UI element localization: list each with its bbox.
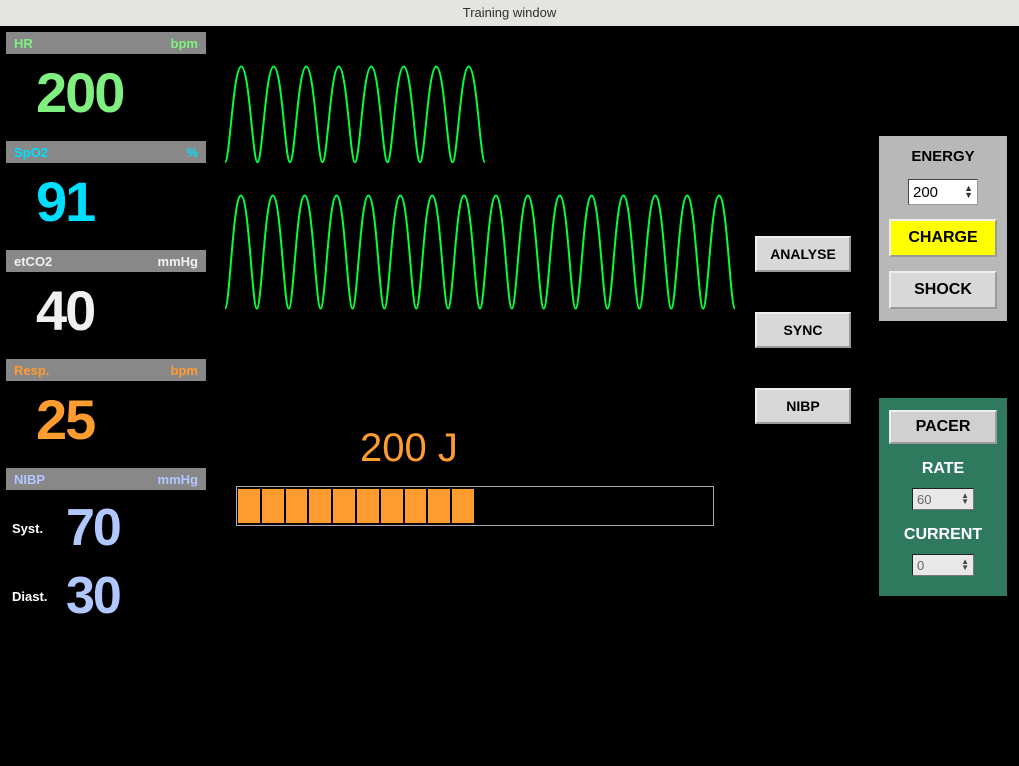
progress-cell: [476, 489, 498, 523]
hr-unit: bpm: [171, 36, 198, 51]
vital-spo2: SpO2 % 91: [6, 141, 206, 244]
hr-label: HR: [14, 36, 33, 51]
vital-hr: HR bpm 200: [6, 32, 206, 135]
progress-cell: [571, 489, 593, 523]
progress-cell: [500, 489, 522, 523]
pacer-current-value: 0: [917, 558, 924, 573]
progress-cell: [262, 489, 284, 523]
progress-cell: [238, 489, 260, 523]
pacer-rate-value: 60: [917, 492, 931, 507]
progress-cell: [643, 489, 665, 523]
sync-button[interactable]: SYNC: [755, 312, 851, 348]
ecg-trace-2: [225, 189, 735, 319]
energy-display: 200 J: [360, 426, 458, 471]
progress-cell: [357, 489, 379, 523]
etco2-value: 40: [6, 272, 206, 353]
nibp-diast-value: 30: [66, 566, 120, 626]
progress-cell: [547, 489, 569, 523]
hr-value: 200: [6, 54, 206, 135]
resp-unit: bpm: [171, 363, 198, 378]
etco2-label: etCO2: [14, 254, 52, 269]
resp-value: 25: [6, 381, 206, 462]
analyse-button[interactable]: ANALYSE: [755, 236, 851, 272]
pacer-rate-label: RATE: [922, 460, 964, 478]
nibp-button[interactable]: NIBP: [755, 388, 851, 424]
shock-button[interactable]: SHOCK: [889, 271, 997, 309]
progress-cell: [666, 489, 688, 523]
nibp-syst-label: Syst.: [6, 521, 66, 536]
progress-cell: [524, 489, 546, 523]
progress-cell: [333, 489, 355, 523]
charge-progress-bar: [236, 486, 714, 526]
progress-cell: [690, 489, 712, 523]
monitor-screen: HR bpm 200 SpO2 % 91 etCO2 mmHg 40: [0, 26, 1019, 766]
defib-panel: ENERGY 200 ▲▼ CHARGE SHOCK: [879, 136, 1007, 321]
vitals-column: HR bpm 200 SpO2 % 91 etCO2 mmHg 40: [6, 32, 206, 644]
charge-button[interactable]: CHARGE: [889, 219, 997, 257]
waveform-area: [225, 61, 745, 319]
progress-cell: [309, 489, 331, 523]
energy-label: ENERGY: [911, 148, 974, 165]
resp-label: Resp.: [14, 363, 49, 378]
progress-cell: [619, 489, 641, 523]
vital-nibp: NIBP mmHg Syst. 70 Diast. 30: [6, 468, 206, 638]
training-window: Training window HR bpm 200 SpO2 % 91: [0, 0, 1019, 766]
spinner-arrows-icon[interactable]: ▲▼: [961, 493, 969, 505]
spinner-arrows-icon[interactable]: ▲▼: [961, 559, 969, 571]
progress-cell: [428, 489, 450, 523]
progress-cell: [595, 489, 617, 523]
progress-cell: [286, 489, 308, 523]
nibp-diast-label: Diast.: [6, 589, 66, 604]
nibp-label: NIBP: [14, 472, 45, 487]
spo2-label: SpO2: [14, 145, 48, 160]
progress-cell: [381, 489, 403, 523]
nibp-unit: mmHg: [158, 472, 198, 487]
spo2-unit: %: [186, 145, 198, 160]
window-title: Training window: [0, 0, 1019, 26]
etco2-unit: mmHg: [158, 254, 198, 269]
spinner-arrows-icon[interactable]: ▲▼: [964, 185, 973, 199]
pacer-button[interactable]: PACER: [889, 410, 997, 444]
pacer-current-spinner[interactable]: 0 ▲▼: [912, 554, 974, 576]
energy-spinner[interactable]: 200 ▲▼: [908, 179, 978, 205]
vital-etco2: etCO2 mmHg 40: [6, 250, 206, 353]
spo2-value: 91: [6, 163, 206, 244]
pacer-rate-spinner[interactable]: 60 ▲▼: [912, 488, 974, 510]
pacer-current-label: CURRENT: [904, 526, 982, 544]
energy-spinner-value: 200: [913, 184, 938, 201]
nibp-syst-value: 70: [66, 498, 120, 558]
vital-resp: Resp. bpm 25: [6, 359, 206, 462]
mid-button-group: ANALYSE SYNC NIBP: [755, 236, 851, 424]
pacer-panel: PACER RATE 60 ▲▼ CURRENT 0 ▲▼: [879, 398, 1007, 596]
progress-cell: [452, 489, 474, 523]
ecg-trace-1: [225, 61, 485, 171]
progress-cell: [405, 489, 427, 523]
